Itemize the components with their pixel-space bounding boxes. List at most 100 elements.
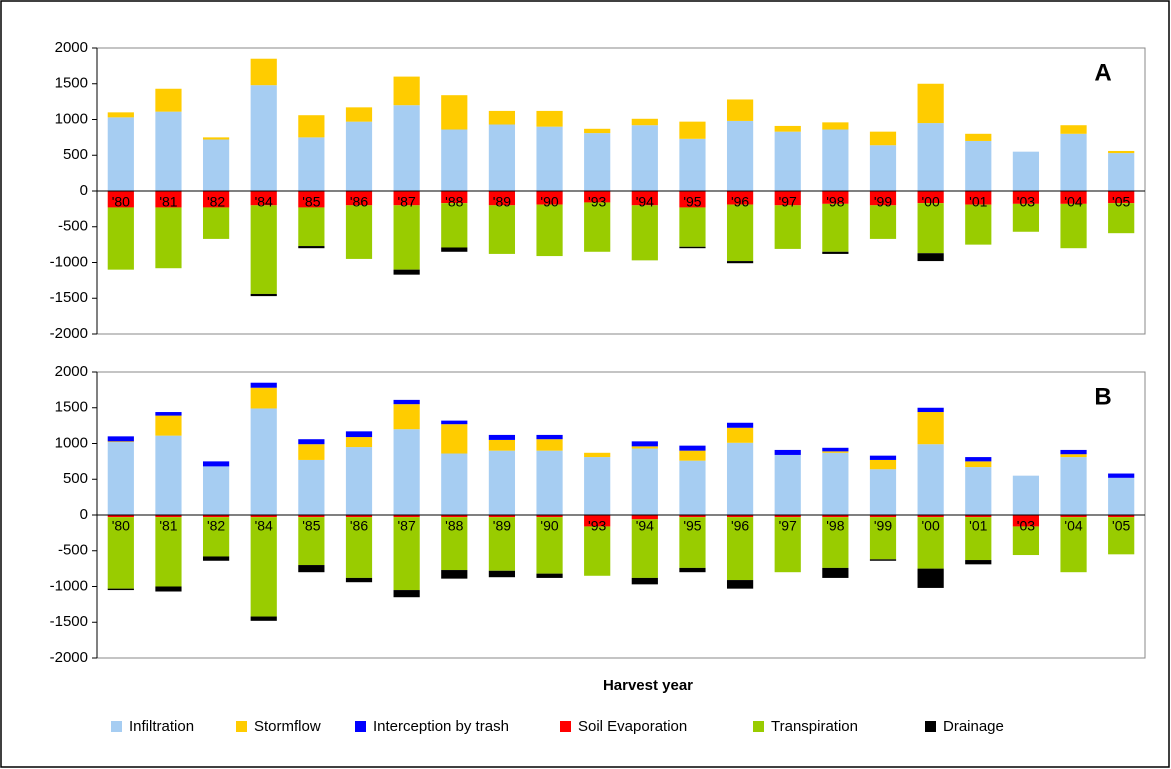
- bar-segment: [679, 450, 706, 461]
- bar-segment: [393, 105, 420, 191]
- bar-segment: [107, 207, 134, 270]
- bar-segment: [917, 412, 944, 445]
- bar-segment: [393, 399, 420, 405]
- bar-segment: [679, 460, 706, 515]
- bar-segment: [107, 191, 134, 208]
- bar-segment: [822, 567, 849, 578]
- bar-segment: [298, 515, 325, 518]
- bar-segment: [441, 203, 468, 248]
- legend-label: Drainage: [943, 718, 1004, 735]
- bar-segment: [822, 452, 849, 515]
- bar-segment: [726, 99, 754, 121]
- bar-segment: [679, 445, 706, 451]
- bar-segment: [155, 435, 182, 515]
- bar-segment: [536, 515, 563, 518]
- bar-segment: [631, 118, 658, 126]
- bar-segment: [1060, 457, 1087, 515]
- bar-segment: [536, 110, 563, 127]
- bar-segment: [1108, 473, 1135, 478]
- bar-segment: [822, 517, 849, 568]
- bar-segment: [155, 517, 182, 587]
- x-tick-label: '81: [159, 518, 177, 534]
- bar-segment: [584, 202, 611, 252]
- bar-segment: [917, 123, 944, 191]
- bar-segment: [250, 205, 277, 294]
- bar-segment: [250, 616, 277, 621]
- x-tick-label: '04: [1064, 194, 1082, 210]
- bar-segment: [1012, 475, 1040, 515]
- bar-segment: [869, 559, 897, 561]
- bar-segment: [1108, 191, 1135, 204]
- x-tick-label: '84: [255, 518, 273, 534]
- bar-segment: [345, 447, 373, 515]
- bar-segment: [298, 517, 325, 566]
- bar-segment: [822, 122, 849, 130]
- bar-segment: [298, 459, 325, 515]
- bar-segment: [965, 467, 992, 515]
- bar-segment: [1060, 515, 1087, 518]
- bar-segment: [441, 515, 468, 518]
- bar-segment: [107, 442, 134, 515]
- panel-label: B: [1094, 383, 1111, 410]
- bar-segment: [250, 85, 277, 191]
- bar-segment: [1108, 477, 1135, 515]
- bar-segment: [298, 137, 325, 191]
- bar-segment: [869, 455, 897, 460]
- bar-segment: [1108, 150, 1135, 154]
- legend-label: Infiltration: [129, 718, 194, 735]
- bar-segment: [250, 515, 277, 518]
- bar-segment: [965, 191, 992, 205]
- bar-segment: [631, 577, 658, 585]
- x-tick-label: '85: [302, 518, 320, 534]
- bar-segment: [917, 407, 944, 413]
- bar-segment: [345, 515, 373, 518]
- y-tick-label: -1000: [50, 577, 88, 594]
- bar-segment: [774, 191, 801, 206]
- bar-segment: [726, 580, 754, 589]
- panel-label: A: [1094, 59, 1111, 86]
- x-tick-label: '94: [636, 518, 654, 534]
- bar-segment: [726, 422, 754, 428]
- y-tick-label: 1000: [55, 434, 88, 451]
- bar-segment: [1060, 125, 1087, 134]
- x-tick-label: '97: [779, 518, 797, 534]
- x-tick-label: '87: [398, 518, 416, 534]
- bar-segment: [202, 461, 230, 467]
- bar-segment: [441, 191, 468, 204]
- bar-segment: [155, 586, 182, 592]
- y-tick-label: -1500: [50, 289, 88, 306]
- bar-segment: [822, 447, 849, 452]
- x-tick-label: '03: [1017, 194, 1035, 210]
- y-tick-label: 2000: [55, 39, 88, 56]
- legend-label: Soil Evaporation: [578, 718, 687, 735]
- bar-segment: [393, 269, 420, 275]
- bar-segment: [1012, 151, 1040, 191]
- bar-segment: [584, 515, 611, 527]
- bar-segment: [1012, 203, 1040, 232]
- bar-segment: [393, 429, 420, 515]
- bar-segment: [584, 452, 611, 458]
- bar-segment: [345, 577, 373, 583]
- bar-segment: [917, 515, 944, 518]
- bar-segment: [298, 439, 325, 445]
- bar-segment: [822, 251, 849, 254]
- x-tick-label: '90: [540, 194, 558, 210]
- bar-segment: [1060, 133, 1087, 191]
- bar-segment: [774, 131, 801, 191]
- legend-swatch: [925, 721, 936, 732]
- bar-segment: [298, 207, 325, 247]
- bar-segment: [393, 590, 420, 598]
- bar-segment: [298, 115, 325, 138]
- bar-segment: [345, 191, 373, 206]
- bar-segment: [631, 205, 658, 261]
- x-tick-label: '93: [588, 518, 606, 534]
- bar-segment: [250, 517, 277, 617]
- bar-segment: [250, 293, 277, 297]
- bar-segment: [1060, 454, 1087, 458]
- legend-swatch: [355, 721, 366, 732]
- x-tick-label: '99: [874, 194, 892, 210]
- bar-segment: [869, 469, 897, 515]
- x-tick-label: '90: [540, 518, 558, 534]
- x-tick-label: '87: [398, 194, 416, 210]
- x-tick-label: '05: [1112, 518, 1130, 534]
